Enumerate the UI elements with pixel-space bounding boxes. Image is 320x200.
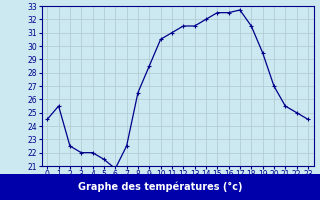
Text: Graphe des températures (°c): Graphe des températures (°c) bbox=[78, 182, 242, 192]
